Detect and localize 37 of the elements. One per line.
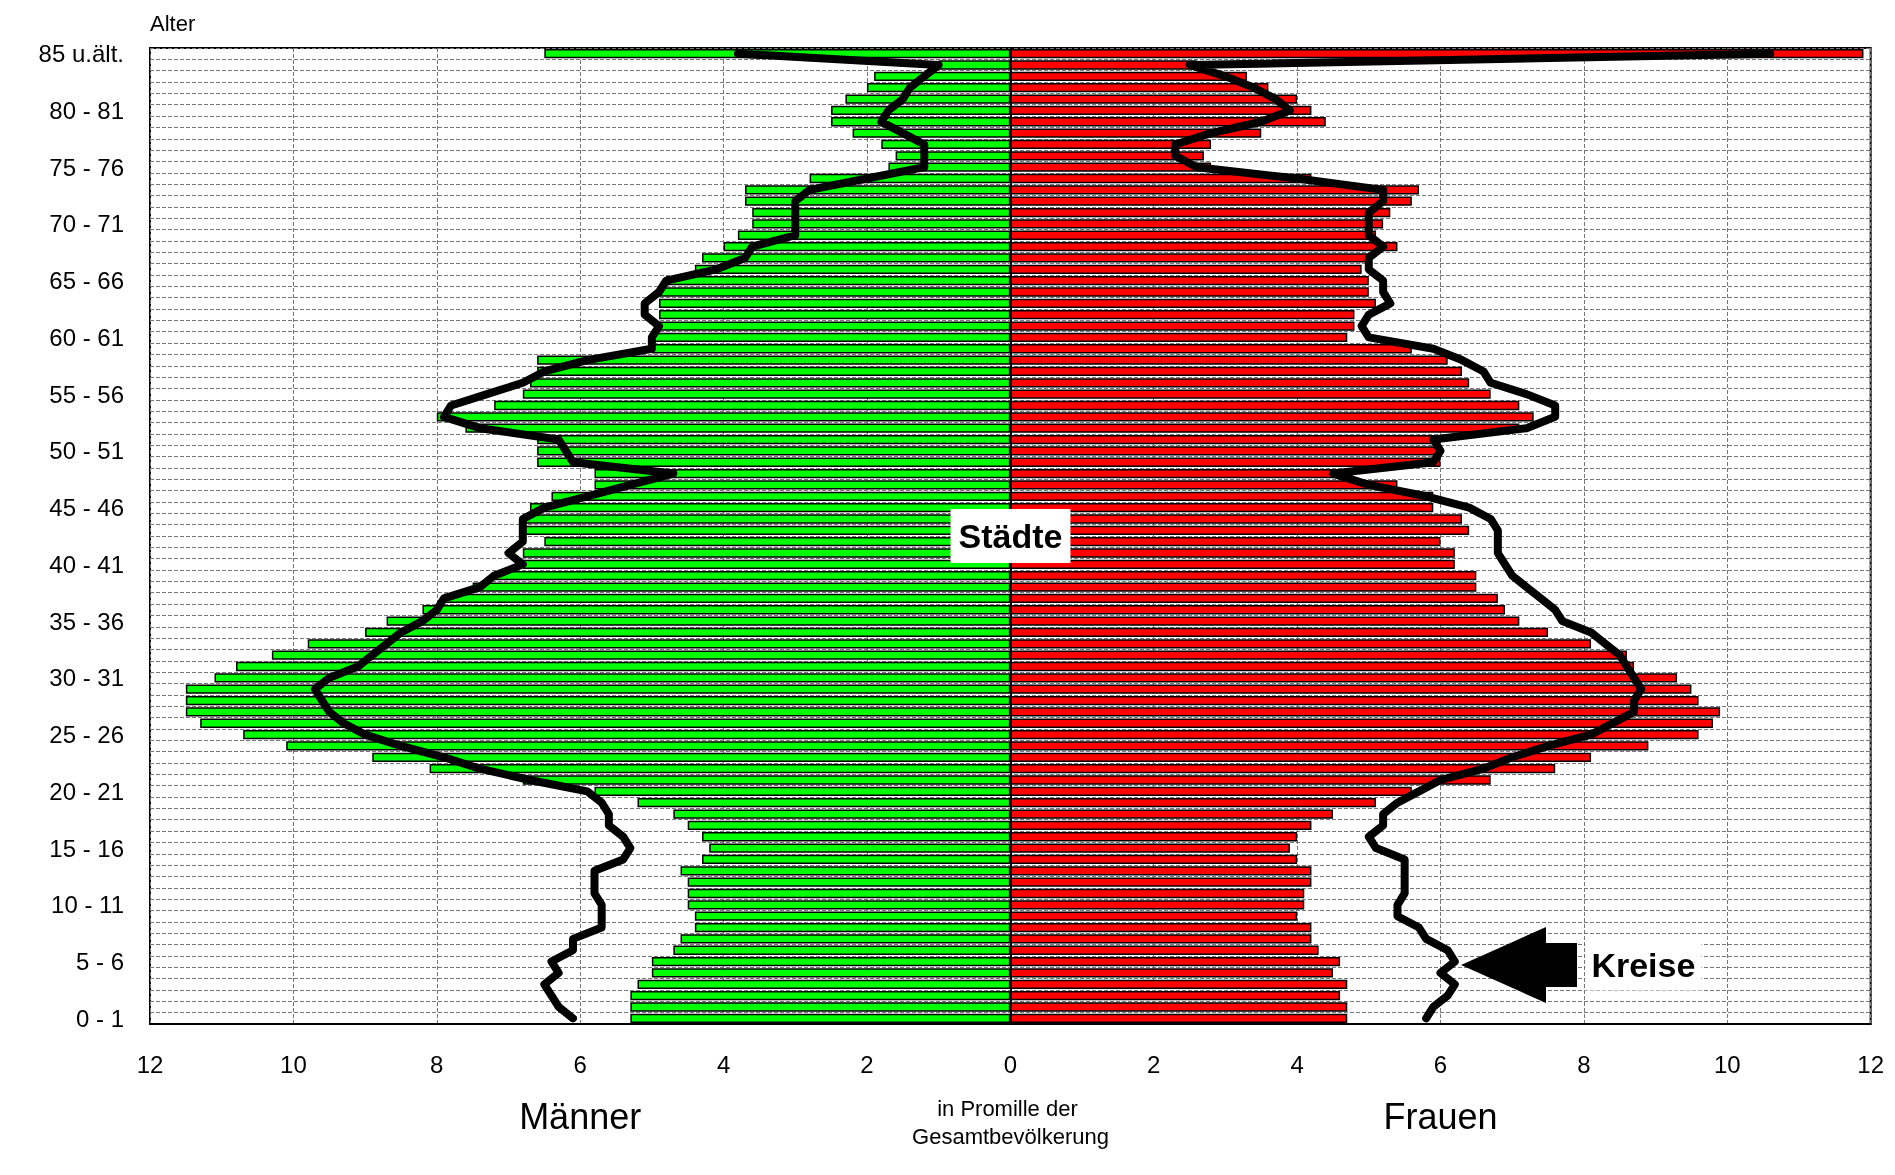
- y-axis-title: Alter: [150, 10, 196, 36]
- y-tick-label: 20 - 21: [49, 777, 124, 805]
- annotation: Städte: [958, 517, 1063, 555]
- y-tick-label: 30 - 31: [49, 664, 124, 692]
- y-tick-label: 60 - 61: [49, 323, 124, 351]
- y-tick-label: 85 u.ält.: [38, 40, 124, 68]
- text: Männer: [519, 1095, 642, 1137]
- x-tick-label: 8: [1577, 1050, 1591, 1078]
- y-tick-label: 15 - 16: [49, 834, 124, 862]
- x-tick-label: 10: [1713, 1050, 1741, 1078]
- x-tick-label: 6: [1433, 1050, 1448, 1078]
- x-tick-label: 12: [1857, 1050, 1884, 1078]
- y-tick-label: 0 - 1: [75, 1004, 124, 1032]
- y-tick-label: 40 - 41: [49, 550, 124, 578]
- x-tick-label: 2: [860, 1050, 874, 1078]
- annotation: Kreise: [1591, 946, 1696, 985]
- x-tick-label: 4: [1290, 1050, 1304, 1078]
- y-tick-label: 10 - 11: [51, 891, 124, 919]
- y-tick-label: 75 - 76: [49, 153, 124, 181]
- y-tick-label: 25 - 26: [49, 721, 124, 749]
- y-tick-label: 35 - 36: [49, 607, 124, 635]
- x-axis-title: in Promille der Gesamtbevölkerung: [912, 1095, 1109, 1149]
- x-tick-label: 2: [1147, 1050, 1161, 1078]
- y-tick-label: 45 - 46: [49, 494, 124, 522]
- text: Frauen: [1383, 1095, 1498, 1137]
- y-tick-label: 65 - 66: [49, 267, 124, 295]
- y-tick-label: 80 - 81: [49, 96, 124, 124]
- x-tick-label: 10: [280, 1050, 307, 1078]
- y-tick-label: 50 - 51: [49, 437, 124, 465]
- y-tick-label: 55 - 56: [49, 380, 124, 408]
- x-tick-label: 0: [1003, 1050, 1018, 1078]
- x-tick-label: 12: [136, 1050, 164, 1078]
- x-tick-label: 6: [573, 1050, 587, 1078]
- x-tick-label: 8: [430, 1050, 444, 1078]
- x-tick-label: 4: [716, 1050, 731, 1078]
- y-tick-label: 5 - 6: [75, 948, 124, 976]
- y-tick-label: 70 - 71: [49, 210, 124, 238]
